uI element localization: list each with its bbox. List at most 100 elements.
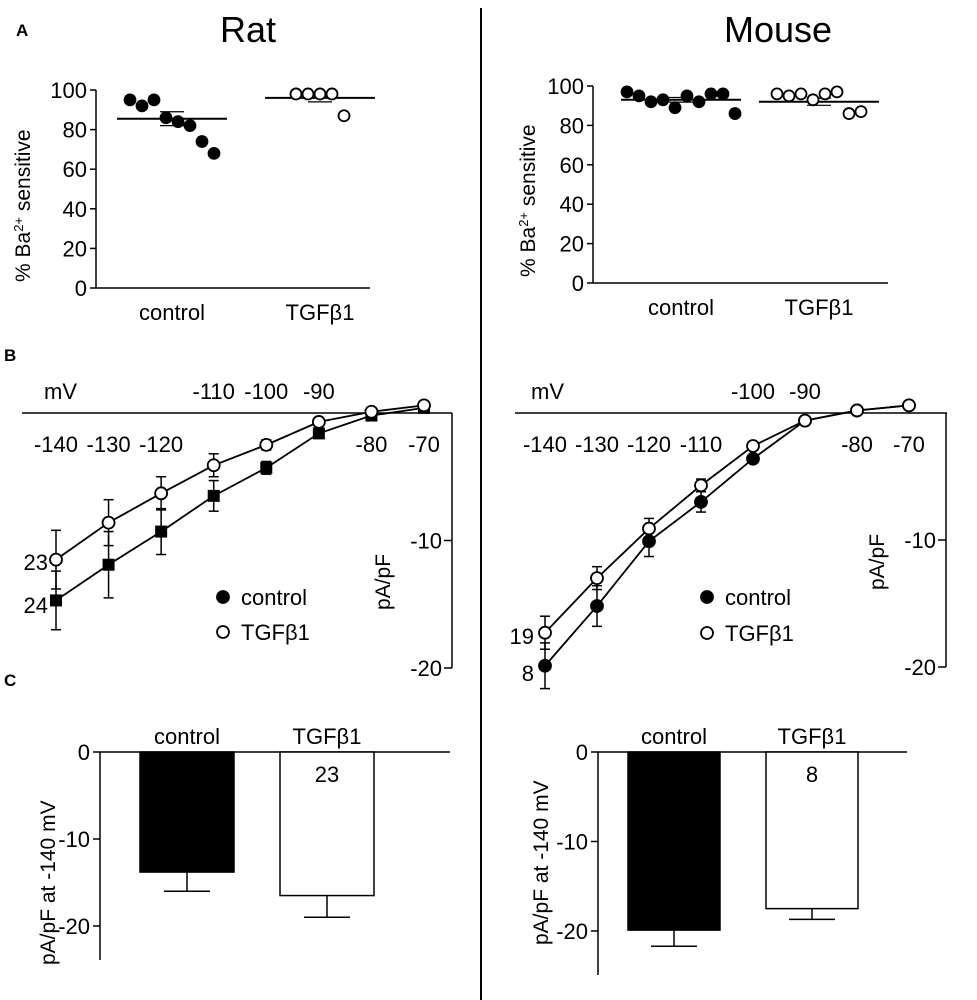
y-tick-label: 20: [63, 236, 87, 261]
y-axis-label: pA/pF at -140 mV: [530, 780, 553, 945]
x-tick-label: -110: [193, 379, 235, 404]
y-tick-label: -10: [556, 830, 588, 855]
data-point: [259, 437, 274, 452]
legend-label: control: [241, 585, 307, 610]
x-tick-label: -100: [244, 379, 288, 404]
y-axis-label-part: % Ba: [517, 226, 540, 277]
data-point: [101, 515, 116, 530]
data-point: [642, 534, 656, 549]
data-point: [102, 558, 115, 571]
data-point: [694, 478, 708, 493]
data-point: [417, 398, 431, 413]
panel-label-c: C: [4, 671, 16, 690]
x-category-label: control: [139, 300, 205, 325]
data-point: [668, 101, 682, 115]
data-point: [704, 87, 718, 101]
y-tick-label: 0: [576, 740, 588, 765]
y-axis-label: pA/pF: [866, 534, 889, 590]
x-tick-label: -70: [408, 432, 440, 457]
x-tick-label: -100: [731, 379, 775, 404]
panel-label-b: B: [4, 346, 16, 365]
data-point: [171, 115, 185, 129]
series-line: [55, 407, 425, 602]
bar: [139, 751, 235, 873]
data-point: [289, 87, 303, 101]
data-point: [794, 87, 808, 101]
x-tick-label: -80: [841, 432, 873, 457]
x-tick-label: -120: [627, 432, 671, 457]
n-label: 23: [24, 550, 48, 575]
data-point: [590, 599, 604, 613]
panel-label-a: A: [16, 21, 28, 40]
category-label: control: [641, 724, 707, 749]
data-point: [590, 571, 604, 585]
data-point: [207, 146, 221, 160]
x-category-label: control: [648, 295, 714, 320]
y-tick-label: 0: [572, 271, 584, 296]
data-point: [642, 521, 656, 536]
legend-marker: [700, 626, 714, 640]
n-label: 8: [522, 661, 534, 686]
x-tick-label: -80: [356, 432, 388, 457]
data-point: [195, 135, 209, 148]
series-line: [544, 404, 910, 634]
data-point: [656, 93, 670, 107]
y-tick-label: 60: [63, 157, 87, 182]
y-tick-label: -10: [904, 528, 936, 553]
legend-marker: [216, 625, 230, 639]
y-tick-label: 0: [75, 276, 87, 301]
data-point: [49, 552, 63, 567]
y-tick-label: -10: [58, 827, 90, 852]
x-axis-label: mV: [531, 379, 564, 404]
y-tick-label: 80: [63, 118, 87, 143]
y-axis-label-part: sensitive: [12, 129, 35, 217]
y-axis-label: % Ba2+ sensitive: [516, 124, 541, 277]
data-point: [155, 525, 168, 538]
data-point: [850, 403, 864, 418]
category-label: TGFβ1: [293, 724, 362, 749]
bar: [765, 751, 859, 910]
series-line: [55, 404, 425, 561]
y-axis-label-superscript: 2+: [11, 217, 26, 232]
data-point: [260, 461, 273, 474]
y-axis-label: pA/pF: [372, 554, 395, 610]
data-point: [123, 93, 137, 107]
data-point: [159, 111, 173, 125]
data-point: [207, 489, 220, 502]
panel-b-mouse-chart: mV -100 -90 -140 -130 -120 -110 -80 -70 -10 -20 pA/…: [510, 379, 947, 690]
y-tick-label: -10: [410, 529, 442, 554]
data-point: [135, 99, 149, 113]
data-point: [206, 458, 221, 473]
rat-title: Rat: [220, 9, 276, 50]
y-tick-label: 100: [50, 78, 87, 103]
data-point: [301, 87, 315, 101]
data-point: [364, 404, 379, 419]
data-point: [337, 109, 351, 123]
x-tick-label: -140: [523, 432, 567, 457]
n-label: 19: [510, 624, 534, 649]
y-tick-label: 20: [560, 232, 584, 257]
legend-marker: [216, 590, 230, 604]
data-point: [147, 93, 161, 107]
panel-a-rat-chart: 0 20 40 60 80 100 % Ba2+ sensitive control TGFβ1: [11, 78, 375, 325]
data-point: [854, 105, 868, 119]
y-axis-label: % Ba2+ sensitive: [11, 129, 36, 282]
bar-n-label: 19: [662, 762, 686, 787]
data-point: [830, 85, 844, 99]
x-tick-label: -70: [893, 432, 925, 457]
y-tick-label: -20: [556, 919, 588, 944]
n-label: 24: [24, 593, 48, 618]
category-label: TGFβ1: [778, 724, 847, 749]
data-point: [694, 494, 708, 509]
data-point: [818, 87, 832, 101]
legend-label: TGFβ1: [725, 621, 794, 646]
x-axis-label: mV: [44, 379, 77, 404]
bar-n-label: 24: [175, 762, 199, 787]
data-point: [782, 89, 796, 103]
mouse-title: Mouse: [724, 9, 832, 50]
data-point: [902, 398, 916, 413]
y-tick-label: 60: [560, 153, 584, 178]
y-tick-label: 40: [63, 197, 87, 222]
